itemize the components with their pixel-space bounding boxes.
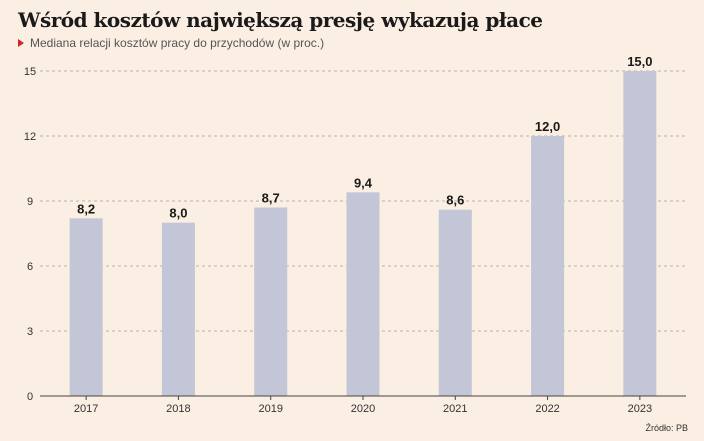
bar <box>531 136 565 396</box>
x-tick-label: 2022 <box>535 403 559 415</box>
subtitle-text: Mediana relacji kosztów pracy do przycho… <box>30 36 325 50</box>
y-tick-label: 0 <box>27 391 33 403</box>
data-label: 8,7 <box>262 191 280 206</box>
data-label: 8,2 <box>77 201 95 216</box>
y-tick-label: 15 <box>24 66 36 78</box>
y-tick-label: 12 <box>24 131 36 143</box>
data-label: 8,6 <box>446 193 464 208</box>
x-tick-label: 2017 <box>74 403 98 415</box>
x-tick-label: 2023 <box>628 403 652 415</box>
bar <box>438 209 472 396</box>
data-label: 15,0 <box>627 54 652 69</box>
y-tick-label: 9 <box>27 196 33 208</box>
source-note: Źródło: PB <box>645 423 688 433</box>
bar <box>161 222 195 396</box>
bar <box>346 192 380 396</box>
y-tick-label: 6 <box>27 261 33 273</box>
x-tick-label: 2018 <box>166 403 190 415</box>
x-tick-label: 2020 <box>351 403 375 415</box>
bar <box>623 71 657 396</box>
triangle-marker-icon <box>18 39 24 47</box>
x-tick-label: 2019 <box>258 403 282 415</box>
y-tick-label: 3 <box>27 326 33 338</box>
bar <box>254 207 288 396</box>
data-label: 8,0 <box>169 206 187 221</box>
chart-title: Wśród kosztów największą presję wykazują… <box>18 8 543 32</box>
bar <box>69 218 103 396</box>
data-label: 9,4 <box>354 175 373 190</box>
chart-subtitle: Mediana relacji kosztów pracy do przycho… <box>18 36 324 50</box>
x-tick-label: 2021 <box>443 403 467 415</box>
data-label: 12,0 <box>535 119 560 134</box>
